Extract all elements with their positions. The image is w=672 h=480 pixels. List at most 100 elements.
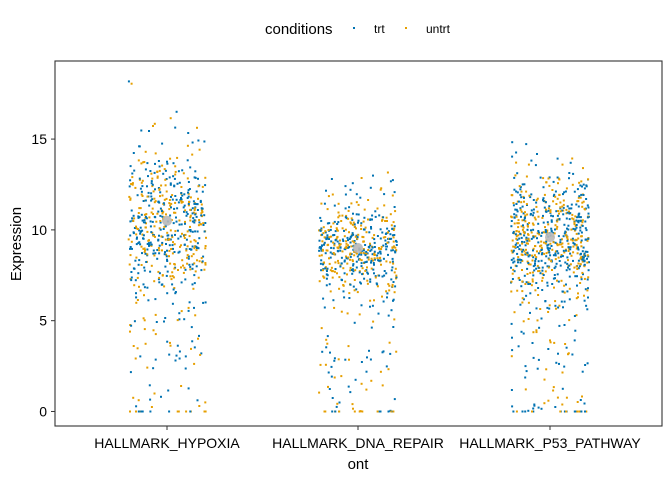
data-point	[565, 212, 568, 215]
data-point	[355, 234, 358, 237]
data-point	[362, 251, 365, 254]
data-point	[535, 205, 538, 208]
data-point	[511, 239, 514, 242]
data-point	[333, 357, 336, 360]
data-point	[548, 307, 551, 310]
data-point	[524, 214, 527, 217]
data-point	[371, 253, 374, 256]
data-point	[395, 350, 398, 353]
data-point	[323, 243, 325, 246]
data-point	[142, 161, 145, 164]
data-point	[330, 365, 333, 368]
data-point	[553, 267, 556, 270]
data-point	[532, 256, 535, 259]
data-point	[151, 198, 154, 201]
data-point	[339, 239, 341, 242]
data-point	[199, 199, 202, 202]
data-point	[391, 234, 394, 237]
data-point	[191, 263, 194, 266]
data-point	[555, 262, 558, 265]
data-point	[163, 253, 166, 256]
data-point	[554, 224, 557, 227]
data-point	[370, 227, 373, 230]
data-point	[371, 218, 373, 221]
data-point	[384, 232, 387, 235]
data-point	[131, 183, 134, 186]
data-point	[178, 312, 181, 315]
data-point	[154, 252, 157, 255]
data-point	[382, 244, 385, 247]
data-point	[135, 233, 138, 236]
data-point	[521, 205, 524, 208]
data-point	[517, 200, 520, 203]
data-point	[328, 262, 331, 265]
data-point	[157, 160, 160, 162]
data-point	[156, 212, 159, 215]
data-point	[379, 410, 382, 413]
data-point	[575, 297, 578, 300]
data-point	[391, 249, 394, 252]
data-point	[179, 245, 181, 248]
data-point	[135, 405, 138, 408]
data-point	[556, 214, 559, 217]
data-point	[378, 247, 381, 250]
data-point	[523, 200, 525, 203]
data-point	[331, 397, 334, 399]
data-point	[520, 330, 523, 333]
data-point	[330, 178, 333, 180]
data-point	[130, 240, 133, 243]
data-point	[565, 217, 568, 220]
data-point	[570, 207, 573, 210]
data-point	[169, 183, 172, 186]
data-point	[540, 259, 543, 262]
data-point	[544, 201, 547, 204]
data-point	[163, 168, 166, 171]
data-point	[558, 362, 560, 365]
data-point	[174, 230, 177, 233]
data-point	[510, 280, 513, 283]
data-point	[568, 275, 571, 278]
data-point	[318, 229, 321, 232]
data-point	[158, 281, 161, 284]
data-point	[342, 290, 345, 293]
data-point	[319, 363, 322, 366]
data-point	[372, 268, 375, 271]
data-point	[573, 266, 576, 269]
data-point	[545, 368, 548, 371]
data-point	[572, 259, 574, 262]
data-point	[322, 275, 325, 278]
data-point	[392, 299, 394, 302]
data-point	[381, 218, 384, 221]
data-point	[514, 243, 517, 246]
data-point	[531, 342, 534, 344]
data-point	[333, 204, 336, 207]
data-point	[136, 228, 139, 230]
data-point	[556, 197, 559, 200]
data-point	[138, 216, 141, 219]
data-point	[520, 253, 523, 256]
data-point	[366, 252, 369, 255]
data-point	[572, 172, 575, 175]
data-point	[170, 234, 173, 237]
data-point	[129, 247, 131, 250]
data-point	[562, 203, 565, 206]
data-point	[318, 246, 321, 249]
data-point	[131, 176, 134, 179]
data-point	[159, 220, 162, 222]
data-point	[161, 241, 164, 244]
data-point	[558, 243, 561, 246]
data-point	[523, 241, 526, 244]
data-point	[137, 399, 140, 402]
data-point	[130, 271, 133, 273]
data-point	[140, 245, 143, 248]
data-point	[150, 243, 153, 246]
data-point	[156, 249, 159, 251]
data-point	[131, 172, 134, 175]
data-point	[362, 220, 365, 223]
data-point	[351, 223, 354, 226]
data-point	[566, 205, 569, 208]
data-point	[556, 244, 559, 247]
data-point	[579, 282, 582, 284]
data-point	[321, 240, 324, 243]
data-point	[175, 198, 178, 201]
